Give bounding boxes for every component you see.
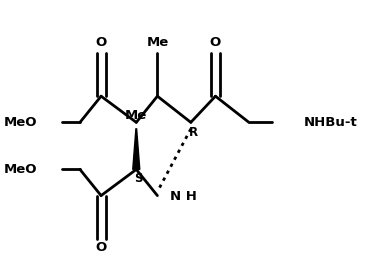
Text: O: O xyxy=(95,241,107,254)
Text: Me: Me xyxy=(125,109,147,122)
Text: MeO: MeO xyxy=(4,116,38,129)
Text: N H: N H xyxy=(170,190,197,203)
Text: S: S xyxy=(134,172,142,185)
Polygon shape xyxy=(133,129,140,169)
Text: Me: Me xyxy=(146,36,168,49)
Text: NHBu-t: NHBu-t xyxy=(303,116,357,129)
Text: R: R xyxy=(189,126,198,139)
Text: MeO: MeO xyxy=(4,163,38,176)
Text: O: O xyxy=(95,36,107,49)
Text: O: O xyxy=(210,36,221,49)
